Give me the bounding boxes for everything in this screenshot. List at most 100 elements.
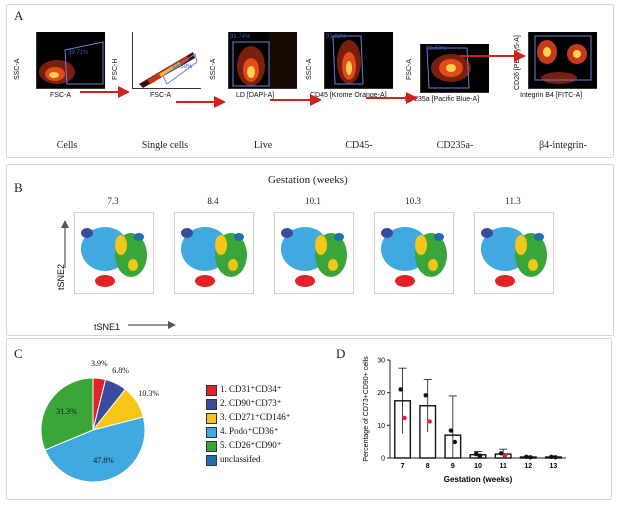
tsne-x-arrow bbox=[128, 321, 176, 329]
data-point bbox=[402, 415, 407, 421]
gate-plot-cd45 bbox=[324, 32, 393, 89]
tsne-week-label: 10.3 bbox=[405, 196, 421, 206]
data-point bbox=[477, 453, 483, 458]
gate-density-cells bbox=[37, 32, 105, 88]
legend-label: unclassifed bbox=[220, 454, 261, 464]
tsne-clusters bbox=[181, 227, 247, 287]
data-point bbox=[528, 455, 533, 460]
x-tick-label: 9 bbox=[451, 463, 455, 470]
y-tick-label: 20 bbox=[377, 390, 385, 397]
gate-pct-live: 91.74% bbox=[230, 34, 251, 40]
tsne-title: Gestation (weeks) bbox=[268, 174, 348, 186]
pie-slice-label: 6.8% bbox=[112, 365, 129, 375]
tsne-y-arrow bbox=[61, 220, 69, 268]
y-tick-label: 0 bbox=[381, 456, 385, 463]
x-tick-label: 11 bbox=[499, 463, 507, 470]
y-axis-label: Percentage of CD73+CD90+ cells bbox=[363, 356, 370, 462]
tsne-week-label: 8.4 bbox=[207, 196, 219, 206]
data-point bbox=[398, 387, 403, 392]
legend-swatch bbox=[206, 385, 217, 396]
legend-label: 5. CD26⁺CD90⁺ bbox=[220, 440, 282, 450]
bar-axes bbox=[389, 360, 566, 459]
tsne-xlabel: tSNE1 bbox=[94, 322, 121, 332]
x-tick-label: 13 bbox=[550, 463, 558, 470]
data-point bbox=[524, 454, 529, 460]
data-point bbox=[427, 419, 432, 424]
gate-pct-cd235a: 98.60% bbox=[426, 46, 447, 52]
gate-name-cd45: CD45- bbox=[345, 140, 373, 151]
pie-slice-label: 31.3% bbox=[56, 407, 77, 417]
pie-slice-label: 3.9% bbox=[91, 359, 108, 369]
data-point bbox=[498, 451, 504, 456]
data-point bbox=[553, 455, 558, 460]
legend-swatch bbox=[206, 399, 217, 410]
y-tick-label: 30 bbox=[377, 358, 385, 365]
x-tick-label: 7 bbox=[401, 463, 405, 470]
gate-xlabel-cells: FSC-A bbox=[50, 92, 71, 99]
gate-name-single: Single cells bbox=[141, 140, 189, 151]
x-tick-label: 10 bbox=[474, 463, 482, 470]
gate-name-cells: Cells bbox=[56, 140, 78, 151]
gate-xlabel-cd235a: CD235a [Pacific Blue-A] bbox=[404, 96, 480, 103]
data-point bbox=[452, 439, 458, 445]
legend-label: 4. Podo⁺CD36⁺ bbox=[220, 426, 279, 436]
panel-c-letter: C bbox=[14, 346, 23, 361]
y-tick-label: 10 bbox=[377, 423, 385, 430]
x-tick-label: 12 bbox=[524, 463, 532, 470]
tsne-plot bbox=[474, 212, 554, 294]
tsne-week-label: 11.3 bbox=[505, 196, 521, 206]
tsne-plot bbox=[74, 212, 154, 294]
gate-density-b4 bbox=[529, 32, 597, 88]
pie-chart bbox=[40, 377, 146, 483]
data-point bbox=[473, 451, 479, 457]
legend-label: 2. CD90⁺CD73⁺ bbox=[220, 398, 282, 408]
gate-density-live bbox=[229, 32, 297, 88]
pie-slice-label: 47.8% bbox=[93, 455, 114, 465]
tsne-plot bbox=[374, 212, 454, 294]
tsne-clusters bbox=[281, 227, 347, 287]
pie-slice-label: 10.3% bbox=[138, 389, 160, 399]
gate-name-b4: β4-integrin- bbox=[539, 140, 587, 151]
gate-xlabel-live: LD [DAPI-A] bbox=[236, 92, 275, 99]
tsne-week-label: 7.3 bbox=[107, 196, 119, 206]
gate-density-cd235a bbox=[421, 44, 489, 92]
data-point bbox=[448, 428, 454, 433]
gate-pct-cd45: 91.83% bbox=[326, 34, 347, 40]
tsne-clusters bbox=[381, 227, 447, 287]
tsne-plot bbox=[174, 212, 254, 294]
gate-plot-cells bbox=[36, 32, 105, 89]
gate-xlabel-b4: Integrin B4 [FITC-A] bbox=[520, 92, 583, 99]
panel-d-letter: D bbox=[336, 346, 346, 361]
tsne-plot bbox=[274, 212, 354, 294]
tsne-week-label: 10.1 bbox=[305, 196, 321, 206]
panel-a-frame bbox=[6, 4, 614, 158]
gate-density-single bbox=[139, 52, 198, 88]
legend-label: 1. CD31⁺CD34⁺ bbox=[220, 384, 282, 394]
gate-plot-b4 bbox=[528, 32, 597, 89]
legend-swatch bbox=[206, 455, 217, 466]
gate-plot-single bbox=[132, 32, 201, 89]
legend-label: 3. CD271⁺CD146⁺ bbox=[220, 412, 291, 422]
pie-slice bbox=[44, 416, 146, 483]
gate-name-live: Live bbox=[253, 140, 273, 151]
data-point bbox=[423, 393, 428, 398]
tsne-clusters bbox=[481, 227, 547, 287]
legend-swatch bbox=[206, 413, 217, 424]
legend-swatch bbox=[206, 441, 217, 452]
gate-plot-live bbox=[228, 32, 297, 89]
gate-pct-cells: 39.71% bbox=[68, 50, 89, 56]
gate-xlabel-cd45: CD45 [Krome Orange-A] bbox=[310, 92, 387, 99]
gate-xlabel-single: FSC-A bbox=[150, 92, 171, 99]
gate-plot-cd235a bbox=[420, 44, 489, 93]
gate-density-cd45 bbox=[325, 32, 393, 88]
gating-arrows bbox=[80, 50, 526, 108]
gate-pct-single: 93.39% bbox=[172, 64, 193, 70]
gate-name-cd235a: CD235a- bbox=[436, 140, 474, 151]
tsne-clusters bbox=[81, 227, 147, 287]
x-tick-label: 8 bbox=[426, 463, 430, 470]
data-point bbox=[502, 453, 508, 458]
panel-b-letter: B bbox=[14, 180, 23, 195]
panel-a-letter: A bbox=[14, 8, 24, 23]
pie-slice bbox=[40, 377, 94, 451]
x-axis-label: Gestation (weeks) bbox=[444, 475, 513, 484]
